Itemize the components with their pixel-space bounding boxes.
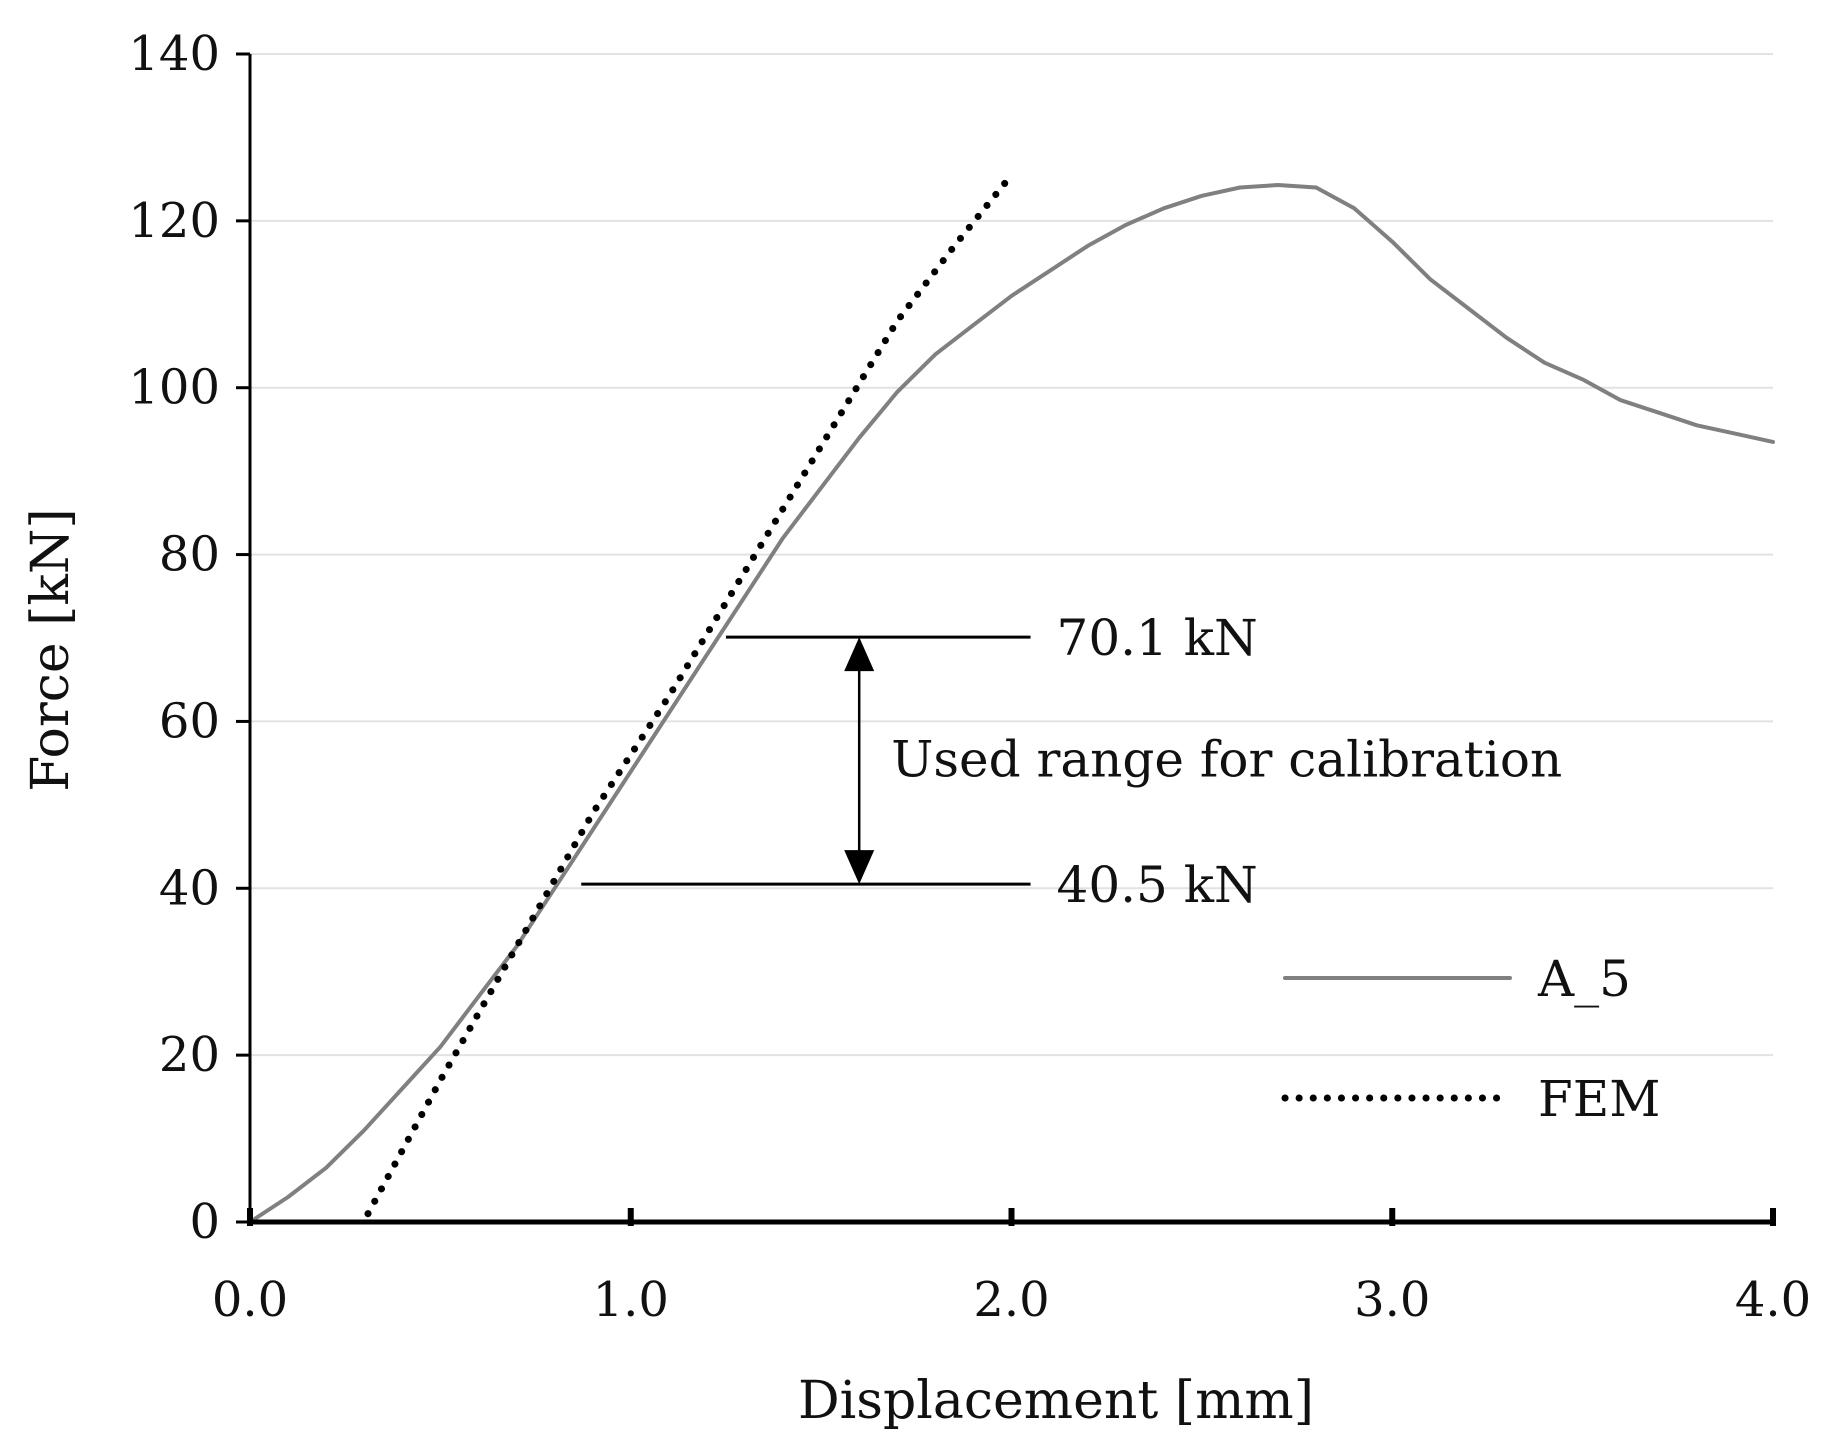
calibration-range-label: Used range for calibration [891,731,1562,789]
x-tick-label: 3.0 [1354,1272,1430,1328]
x-tick-label: 0.0 [212,1272,288,1328]
annotation-label: 40.5 kN [1057,856,1258,914]
calibration-arrow-head-down [844,850,875,885]
y-tick-label: 20 [159,1027,220,1083]
axes: 0 20 40 60 80 100 120 140 0.0 1.0 2.0 3.0 4.0 [128,26,1811,1328]
plot-area [248,171,1775,1224]
x-axis-title: Displacement [mm] [798,1371,1314,1431]
y-tick-label: 80 [159,527,220,583]
y-tick-label: 140 [128,26,220,82]
gridlines [250,53,1773,1057]
y-tick-label: 100 [128,360,220,416]
y-axis-title: Force [kN] [21,508,81,791]
series-line-fem [364,171,1015,1218]
x-tick-label: 2.0 [973,1272,1049,1328]
x-tick-label: 4.0 [1735,1272,1811,1328]
y-tick-label: 120 [128,193,220,249]
legend-label: A_5 [1537,950,1631,1008]
calibration-arrow-head-up [844,637,875,672]
series-line-a-5 [248,183,1775,1224]
y-tick-label: 0 [189,1194,220,1250]
legend-label: FEM [1538,1070,1660,1128]
annotations: 70.1 kN 40.5 kN Used range for calibration [581,609,1562,914]
y-tick-label: 40 [159,860,220,916]
y-tick-label: 60 [159,693,220,749]
x-tick-label: 1.0 [593,1272,669,1328]
annotation-label: 70.1 kN [1057,609,1258,667]
legend: A_5 FEM [1281,950,1660,1128]
